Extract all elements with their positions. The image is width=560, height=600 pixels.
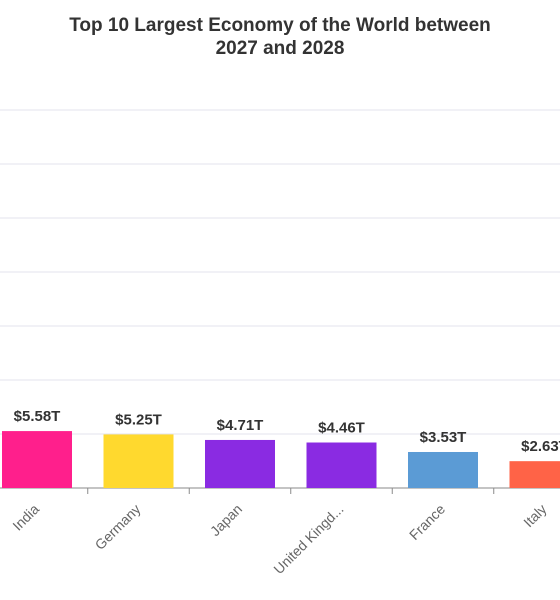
chart-title: Top 10 Largest Economy of the World betw…	[0, 14, 560, 60]
chart-title-line-1: Top 10 Largest Economy of the World betw…	[69, 15, 491, 36]
bar-france	[408, 451, 478, 488]
value-label-germany: $5.25T	[115, 411, 162, 428]
value-label-japan: $4.71T	[217, 417, 264, 434]
category-label-france: France	[406, 501, 448, 543]
value-label-italy: $2.63T	[521, 438, 560, 455]
value-label-india: $5.58T	[14, 408, 61, 425]
bar-japan	[205, 439, 275, 488]
category-label-italy: Italy	[520, 501, 549, 530]
bar-india	[2, 431, 72, 488]
bar-united-kingd	[306, 442, 377, 488]
bar-italy	[509, 461, 560, 488]
value-label-united-kingd: $4.46T	[318, 420, 365, 437]
value-label-france: $3.53T	[420, 429, 467, 446]
chart-title-line-2: 2027 and 2028	[215, 38, 345, 59]
category-label-germany: Germany	[92, 501, 144, 553]
category-label-india: India	[9, 501, 42, 534]
category-label-united-kingd: United Kingd...	[270, 501, 346, 577]
category-label-japan: Japan	[207, 501, 245, 539]
bar-germany	[103, 434, 174, 488]
